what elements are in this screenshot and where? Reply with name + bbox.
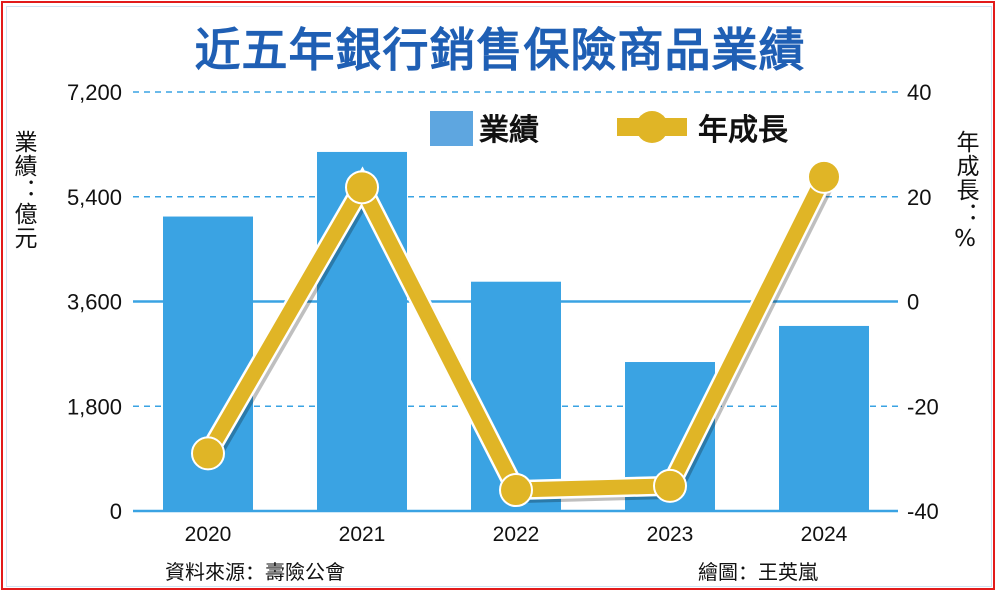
y-tick-label-left: 5,400 [67,185,122,210]
y-tick-label-right: -40 [907,499,939,524]
credit-note: 繪圖：王英嵐 [698,560,818,584]
growth-point-2022 [499,473,533,508]
growth-point-2021 [345,170,379,205]
growth-point-2024 [807,159,841,194]
y-tick-label-left: 7,200 [67,80,122,105]
y-tick-label-left: 3,600 [67,290,122,315]
legend-line-label: 年成長 [698,114,789,147]
y-axis-right-label: 年成長：% [952,130,978,253]
y-tick-label-right: -20 [907,394,939,419]
bar-2024 [779,325,869,511]
y-axis-left-label: 業績：億元 [10,130,36,250]
legend-bar-label: 業績 [479,114,539,147]
y-tick-label-right: 20 [907,185,931,210]
chart-title: 近五年銀行銷售保險商品業績 [194,23,806,77]
x-tick-label: 2022 [493,523,540,546]
x-tick-label: 2024 [801,523,848,546]
source-note: 資料來源：壽險公會 [165,560,345,584]
legend-bar-swatch [430,111,473,146]
y-tick-label-right: 0 [907,290,919,315]
y-tick-label-left: 0 [110,499,122,524]
y-tick-label-left: 1,800 [67,394,122,419]
x-tick-label: 2020 [185,523,232,546]
inner-border [6,6,992,587]
growth-point-2020 [191,436,225,471]
growth-point-2023 [653,468,687,503]
bar-2021 [317,151,407,511]
x-tick-label: 2023 [647,523,694,546]
y-tick-label-right: 40 [907,80,931,105]
legend-line-marker [636,111,668,143]
x-tick-label: 2021 [339,523,386,546]
